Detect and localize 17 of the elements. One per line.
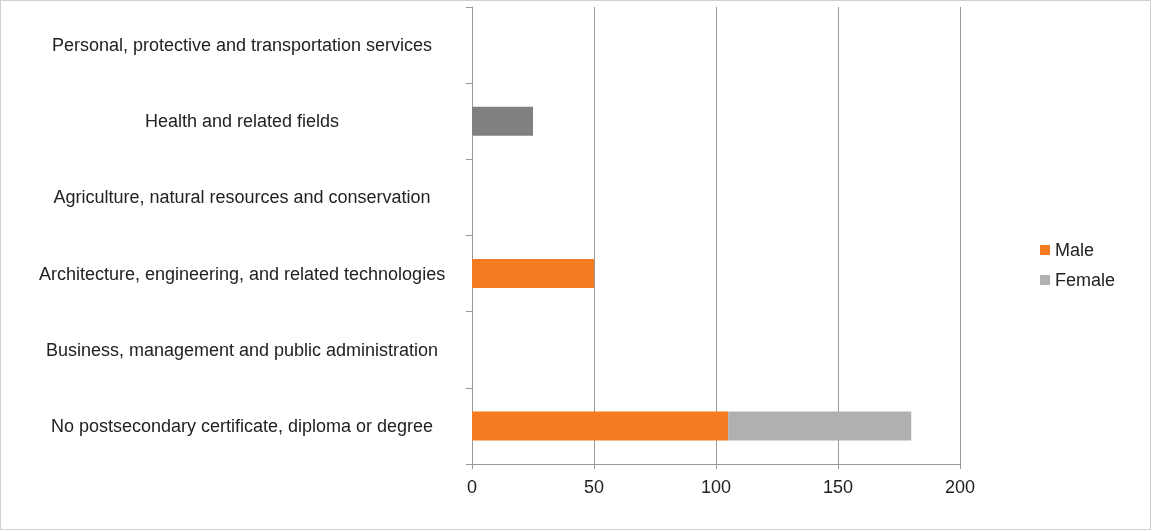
y-tick-label: Architecture, engineering, and related technologies <box>38 263 446 284</box>
y-tick-label: Personal, protective and transportation services <box>51 35 433 56</box>
x-tick-label: 200 <box>944 477 976 497</box>
legend-label: Male <box>1054 240 1094 260</box>
bar <box>728 411 912 441</box>
x-tick-label: 0 <box>466 477 478 497</box>
y-tick-label: Agriculture, natural resources and conservation <box>53 187 431 208</box>
legend-label: Female <box>1054 270 1116 290</box>
bar <box>472 259 594 289</box>
bar <box>472 106 533 136</box>
x-tick-label: 50 <box>583 477 605 497</box>
y-tick-label: No postsecondary certificate, diploma or degree <box>50 415 434 436</box>
bar <box>472 411 729 441</box>
y-tick-label: Business, management and public administration <box>45 339 439 360</box>
y-tick-label: Health and related fields <box>144 111 340 132</box>
x-tick-label: 100 <box>700 477 732 497</box>
x-tick-label: 150 <box>822 477 854 497</box>
